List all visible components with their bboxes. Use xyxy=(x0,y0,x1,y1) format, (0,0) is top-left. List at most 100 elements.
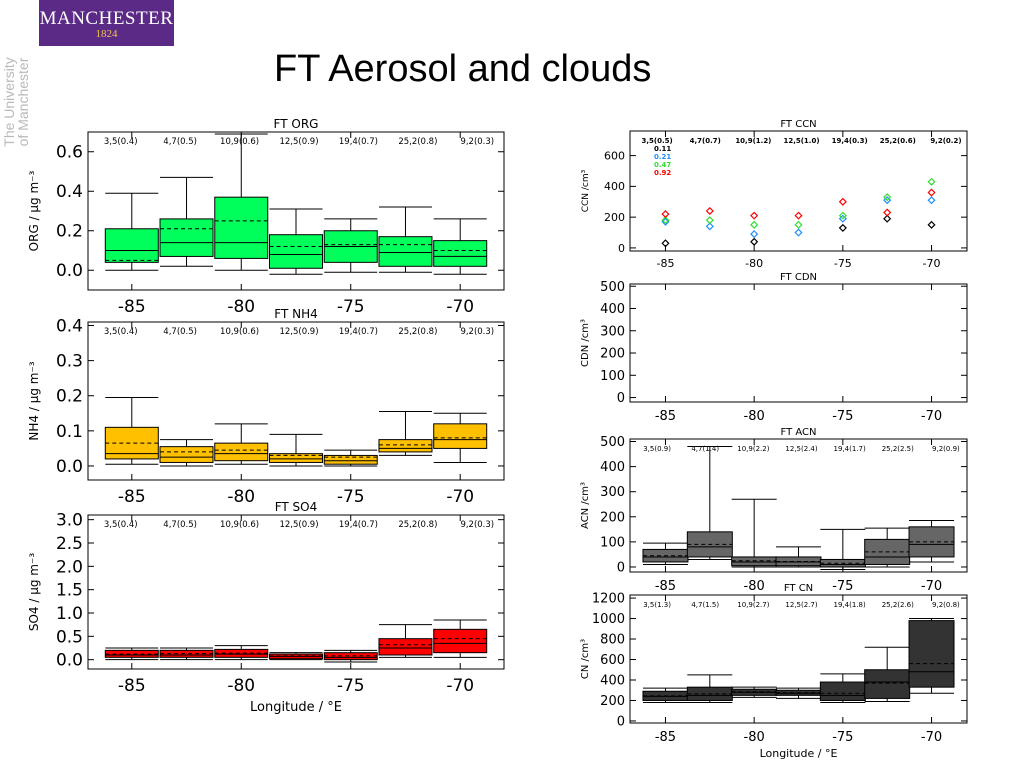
so4-xtick-label: -80 xyxy=(227,676,255,696)
so4-xtick-label: -85 xyxy=(118,676,146,696)
acn-ytick-label: 200 xyxy=(600,510,625,525)
ccn-legend-label: 0.47 xyxy=(654,161,671,169)
so4-xtick-label: -75 xyxy=(337,676,365,696)
org-box xyxy=(159,218,214,257)
cdn-xtick-label: -75 xyxy=(832,409,853,424)
cdn-xtick-label: -80 xyxy=(744,409,765,424)
ccn-point-3 xyxy=(750,211,759,220)
so4-count-label: 10,9(0.6) xyxy=(220,520,259,530)
org-box xyxy=(214,196,269,259)
so4-x-axis-label: Longitude / °E xyxy=(250,700,342,715)
acn-ytick-label: 500 xyxy=(600,435,625,450)
acn-ytick-label: 400 xyxy=(600,460,625,475)
acn-count-label: 10,9(2.2) xyxy=(737,445,769,453)
cn-xtick-label: -75 xyxy=(832,730,853,745)
logo-name: MANCHESTER xyxy=(39,8,174,29)
org-count-label: 4,7(0.5) xyxy=(163,137,197,147)
cn-chart-title: FT CN xyxy=(784,583,813,594)
cn-ytick-label: 600 xyxy=(600,653,625,668)
cn-ytick-label: 0 xyxy=(617,715,625,730)
nh4-xtick-label: -85 xyxy=(118,487,146,507)
ccn-point-3 xyxy=(883,208,892,217)
cdn-ytick-label: 400 xyxy=(600,302,625,317)
ccn-point-0 xyxy=(838,223,847,232)
ccn-point-1 xyxy=(927,196,936,205)
org-box xyxy=(378,236,433,267)
org-chart-title: FT ORG xyxy=(274,117,319,131)
cdn-ytick-label: 300 xyxy=(600,324,625,339)
so4-ytick-label: 2.0 xyxy=(56,557,83,577)
ccn-legend-label: 0.11 xyxy=(654,145,671,153)
acn-count-label: 12,5(2.4) xyxy=(785,445,817,453)
org-y-axis-label: ORG / µg m⁻³ xyxy=(27,170,41,251)
nh4-y-axis-label: NH4 / µg m⁻³ xyxy=(27,361,41,440)
ccn-count-label: 19,4(0.3) xyxy=(832,137,868,145)
nh4-box-plot: FT NH4 0.0 0.1 0.2 0.3 0.4 -85 -80 -75 -70 NH4 / µ… xyxy=(27,307,505,507)
ccn-point-2 xyxy=(838,211,847,220)
so4-ytick-label: 2.5 xyxy=(56,534,83,554)
so4-xtick-label: -70 xyxy=(446,676,474,696)
ccn-point-1 xyxy=(750,230,759,239)
cn-xtick-label: -80 xyxy=(744,730,765,745)
acn-ytick-label: 0 xyxy=(617,561,625,576)
org-ytick-label: 0.0 xyxy=(56,261,83,281)
university-logo: MANCHESTER 1824 xyxy=(39,0,174,46)
nh4-ytick-label: 0.2 xyxy=(56,387,83,407)
so4-chart-title: FT SO4 xyxy=(275,500,318,514)
ccn-xtick-label: -85 xyxy=(656,257,674,270)
ccn-scatter-plot: FT CCN 0 200 400 600 -85 -80 -75 -70 CCN /cm³ 3,5(… xyxy=(581,119,968,270)
ccn-legend-label: 0.21 xyxy=(654,153,671,161)
cn-box xyxy=(864,669,911,699)
cdn-ytick-label: 100 xyxy=(600,369,625,384)
nh4-box xyxy=(214,442,269,462)
nh4-xtick-label: -70 xyxy=(446,487,474,507)
nh4-box xyxy=(323,454,378,465)
cdn-xtick-label: -70 xyxy=(921,409,942,424)
cdn-plot-frame xyxy=(629,283,968,403)
acn-y-axis-label: ACN /cm³ xyxy=(580,482,591,529)
acn-box-plot: FT ACN 0 100 200 300 400 500 -85 -80 -75 -70 ACN /c… xyxy=(580,427,968,594)
cdn-y-axis-label: CDN /cm³ xyxy=(580,319,591,367)
cn-ytick-label: 400 xyxy=(600,674,625,689)
cn-count-label: 4,7(1.5) xyxy=(691,601,719,609)
nh4-count-label: 9,2(0.3) xyxy=(460,327,494,337)
acn-count-label: 19,4(1.7) xyxy=(834,445,866,453)
ccn-xtick-label: -80 xyxy=(745,257,763,270)
cdn-chart-title: FT CDN xyxy=(780,272,817,283)
nh4-ytick-label: 0.1 xyxy=(56,422,83,442)
slide-title: FT Aerosol and clouds xyxy=(274,48,652,90)
cn-count-label: 12,5(2.7) xyxy=(785,601,817,609)
org-count-label: 9,2(0.3) xyxy=(460,137,494,147)
cn-count-label: 3,5(1.3) xyxy=(643,601,671,609)
nh4-count-label: 4,7(0.5) xyxy=(163,327,197,337)
ccn-point-2 xyxy=(750,220,759,229)
ccn-count-label: 25,2(0.6) xyxy=(880,137,916,145)
acn-ytick-label: 300 xyxy=(600,485,625,500)
ccn-point-3 xyxy=(661,210,670,219)
ccn-count-label: 9,2(0.2) xyxy=(930,137,961,145)
cn-box xyxy=(908,620,955,688)
cn-xtick-label: -70 xyxy=(921,730,942,745)
acn-xtick-label: -70 xyxy=(921,579,942,594)
ccn-point-2 xyxy=(883,193,892,202)
so4-ytick-label: 3.0 xyxy=(56,511,83,531)
so4-y-axis-label: SO4 / µg m⁻³ xyxy=(27,553,41,631)
org-xtick-label: -85 xyxy=(118,297,146,317)
org-ytick-label: 0.6 xyxy=(56,143,83,163)
nh4-count-label: 12,5(0.9) xyxy=(279,327,318,337)
ccn-point-2 xyxy=(927,177,936,186)
ccn-ytick-label: 200 xyxy=(604,211,625,224)
nh4-count-label: 10,9(0.6) xyxy=(220,327,259,337)
so4-count-label: 19,4(0.7) xyxy=(339,520,378,530)
org-box xyxy=(269,234,323,269)
ccn-point-1 xyxy=(794,228,803,237)
so4-count-label: 12,5(0.9) xyxy=(279,520,318,530)
acn-count-label: 25,2(2.5) xyxy=(882,445,914,453)
logo-year: 1824 xyxy=(95,28,118,40)
so4-count-label: 25,2(0.8) xyxy=(398,520,437,530)
so4-ytick-label: 0.0 xyxy=(56,651,83,671)
cn-ytick-label: 200 xyxy=(600,694,625,709)
acn-xtick-label: -80 xyxy=(744,579,765,594)
nh4-count-label: 25,2(0.8) xyxy=(398,327,437,337)
org-xtick-label: -80 xyxy=(227,297,255,317)
